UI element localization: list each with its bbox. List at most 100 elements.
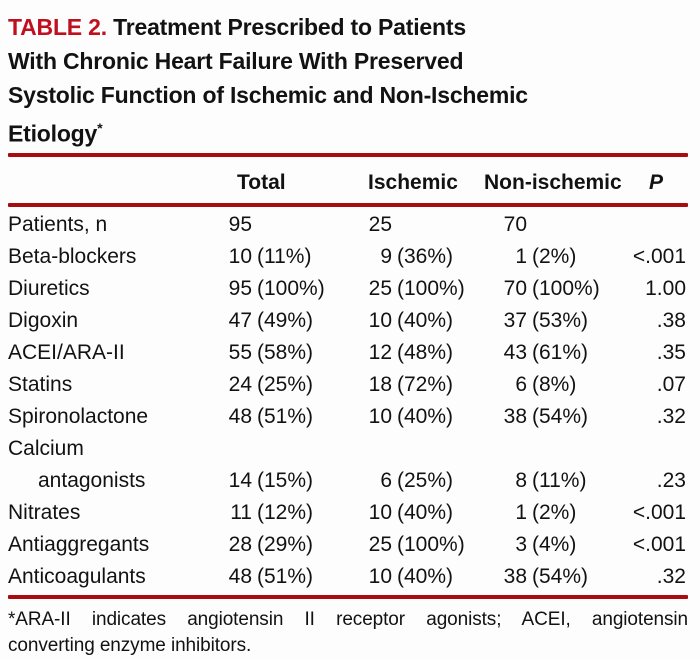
cell-count: 8 [515, 468, 527, 492]
cell-percent: (61%) [532, 340, 589, 364]
cell-percent: (53%) [532, 308, 589, 332]
table-footnote: *ARA-II indicates angiotensin II recepto… [8, 607, 688, 659]
row-label: Beta-blockers [8, 244, 137, 268]
cell-count: 48 [228, 564, 252, 588]
cell-count: 10 [368, 564, 392, 588]
cell-count: 18 [368, 372, 392, 396]
cell-count: 25 [368, 212, 392, 236]
cell-value: 10 (40%) [367, 405, 502, 429]
cell-percent: (4%) [532, 532, 577, 556]
cell-count: 14 [228, 468, 252, 492]
cell-count: 10 [368, 404, 392, 428]
cell-count: 10 [228, 244, 252, 268]
cell-value: 24 (25%) [227, 373, 367, 397]
cell-p-value: <.001 [632, 500, 686, 524]
footnote-marker: * [97, 121, 103, 137]
cell-percent: (54%) [532, 564, 589, 588]
cell-count: 6 [515, 372, 527, 396]
cell-percent: (40%) [397, 500, 454, 524]
cell-percent: (40%) [397, 308, 454, 332]
cell-value: 6 (25%) [367, 469, 502, 493]
cell-percent: (8%) [532, 372, 577, 396]
cell-count: 55 [228, 340, 252, 364]
cell-percent: (36%) [397, 244, 454, 268]
cell-percent: (49%) [257, 308, 314, 332]
cell-value: 95 [227, 213, 367, 237]
cell-value: 10 (40%) [367, 309, 502, 333]
cell-value: 48 (51%) [227, 405, 367, 429]
column-header-ischemic: Ischemic [368, 170, 458, 194]
cell-value: 12 (48%) [367, 341, 502, 365]
cell-p-value: .07 [656, 372, 686, 396]
cell-count: 70 [503, 276, 527, 300]
cell-count: 10 [368, 308, 392, 332]
cell-value: 14 (15%) [227, 469, 367, 493]
cell-percent: (100%) [397, 532, 465, 556]
row-label: Anticoagulants [8, 564, 146, 588]
cell-value: 47 (49%) [227, 309, 367, 333]
cell-percent: (100%) [257, 276, 325, 300]
cell-value: 3 (4%) [502, 533, 630, 557]
cell-value: 1 (2%) [502, 245, 630, 269]
cell-percent: (25%) [257, 372, 314, 396]
cell-percent: (51%) [257, 564, 314, 588]
cell-value [502, 437, 630, 461]
cell-percent: (2%) [532, 244, 577, 268]
cell-count: 48 [228, 404, 252, 428]
row-label: Diuretics [8, 276, 90, 300]
table-title: TABLE 2. Treatment Prescribed to Patient… [8, 10, 688, 151]
cell-value: 10 (40%) [367, 501, 502, 525]
cell-p-value: .23 [656, 468, 686, 492]
row-label: Nitrates [8, 500, 81, 524]
cell-p-value: .38 [656, 308, 686, 332]
cell-value: 95 (100%) [227, 277, 367, 301]
footnote-line: converting enzyme inhibitors. [8, 634, 252, 656]
cell-count: 38 [503, 564, 527, 588]
table-number-label: TABLE 2. [8, 14, 107, 40]
cell-value: 8 (11%) [502, 469, 630, 493]
cell-value: 25 [367, 213, 502, 237]
cell-percent: (51%) [257, 404, 314, 428]
cell-count: 28 [228, 532, 252, 556]
cell-percent: (15%) [257, 468, 314, 492]
cell-value: 25 (100%) [367, 277, 502, 301]
row-label: Spironolactone [8, 404, 149, 428]
cell-value: 11 (12%) [227, 501, 367, 525]
title-text: Systolic Function of Ischemic and Non-Is… [8, 82, 528, 108]
row-label: ACEI/ARA-II [8, 340, 125, 364]
cell-count: 11 [230, 500, 252, 524]
cell-count: 9 [380, 244, 392, 268]
cell-count: 47 [228, 308, 252, 332]
cell-percent: (72%) [397, 372, 454, 396]
row-label: Calcium [8, 436, 84, 460]
cell-p-value: 1.00 [645, 276, 686, 300]
cell-value [367, 437, 502, 461]
title-text: With Chronic Heart Failure With Preserve… [8, 48, 464, 74]
row-label: Patients, n [8, 212, 108, 236]
table-header-row: Total Ischemic Non-ischemic P [8, 157, 688, 203]
cell-percent: (48%) [397, 340, 454, 364]
cell-count: 6 [380, 468, 392, 492]
cell-value: 25 (100%) [367, 533, 502, 557]
cell-percent: (100%) [532, 276, 600, 300]
cell-count: 37 [503, 308, 527, 332]
cell-percent: (25%) [397, 468, 454, 492]
title-line: TABLE 2. Treatment Prescribed to Patient… [8, 10, 688, 44]
cell-count: 3 [515, 532, 527, 556]
cell-count: 25 [368, 276, 392, 300]
cell-percent: (11%) [257, 244, 312, 268]
row-label: Statins [8, 372, 73, 396]
cell-p-value: .32 [656, 404, 686, 428]
title-line: Etiology* [8, 112, 688, 151]
cell-count: 25 [368, 532, 392, 556]
row-label: Antiaggregants [8, 532, 150, 556]
column-header-non-ischemic: Non-ischemic [484, 170, 622, 194]
row-label: Digoxin [8, 308, 79, 332]
cell-percent: (12%) [257, 500, 314, 524]
cell-value: 48 (51%) [227, 565, 367, 589]
title-line: With Chronic Heart Failure With Preserve… [8, 44, 688, 78]
cell-count: 1 [515, 244, 527, 268]
footnote-line: *ARA-II indicates angiotensin II recepto… [8, 608, 688, 630]
table-body: Patients, n 95 25 70 Beta-blockers 10 (11%) 9 (3… [8, 209, 688, 593]
